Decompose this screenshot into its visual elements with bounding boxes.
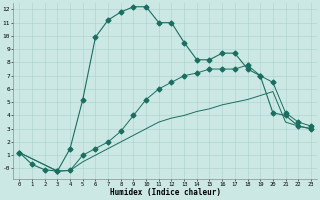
X-axis label: Humidex (Indice chaleur): Humidex (Indice chaleur): [110, 188, 220, 197]
